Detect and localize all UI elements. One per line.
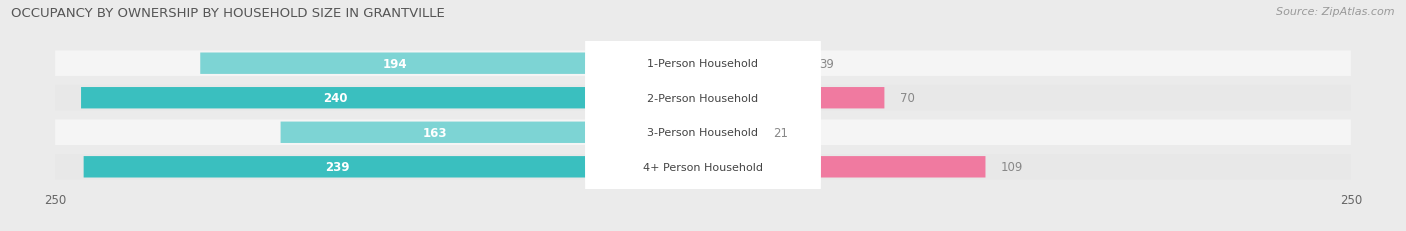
Text: 109: 109 xyxy=(1001,161,1024,173)
Text: 194: 194 xyxy=(382,58,408,70)
FancyBboxPatch shape xyxy=(585,55,821,211)
FancyBboxPatch shape xyxy=(804,53,815,75)
FancyBboxPatch shape xyxy=(55,154,1351,180)
Text: 240: 240 xyxy=(323,92,347,105)
Text: 3-Person Household: 3-Person Household xyxy=(648,128,758,138)
FancyBboxPatch shape xyxy=(585,89,821,231)
FancyBboxPatch shape xyxy=(585,20,821,176)
Text: 70: 70 xyxy=(900,92,915,105)
FancyBboxPatch shape xyxy=(82,88,591,109)
FancyBboxPatch shape xyxy=(55,86,1351,111)
Text: Source: ZipAtlas.com: Source: ZipAtlas.com xyxy=(1277,7,1395,17)
Text: 2-Person Household: 2-Person Household xyxy=(647,93,759,103)
Text: 239: 239 xyxy=(325,161,349,173)
Text: 21: 21 xyxy=(773,126,787,139)
FancyBboxPatch shape xyxy=(758,122,815,143)
FancyBboxPatch shape xyxy=(585,0,821,142)
Text: 163: 163 xyxy=(423,126,447,139)
Text: OCCUPANCY BY OWNERSHIP BY HOUSEHOLD SIZE IN GRANTVILLE: OCCUPANCY BY OWNERSHIP BY HOUSEHOLD SIZE… xyxy=(11,7,444,20)
Text: 39: 39 xyxy=(820,58,835,70)
Text: 4+ Person Household: 4+ Person Household xyxy=(643,162,763,172)
FancyBboxPatch shape xyxy=(281,122,591,143)
FancyBboxPatch shape xyxy=(815,88,884,109)
FancyBboxPatch shape xyxy=(55,51,1351,77)
Text: 1-Person Household: 1-Person Household xyxy=(648,59,758,69)
FancyBboxPatch shape xyxy=(83,156,591,178)
FancyBboxPatch shape xyxy=(55,120,1351,145)
FancyBboxPatch shape xyxy=(200,53,591,75)
FancyBboxPatch shape xyxy=(815,156,986,178)
